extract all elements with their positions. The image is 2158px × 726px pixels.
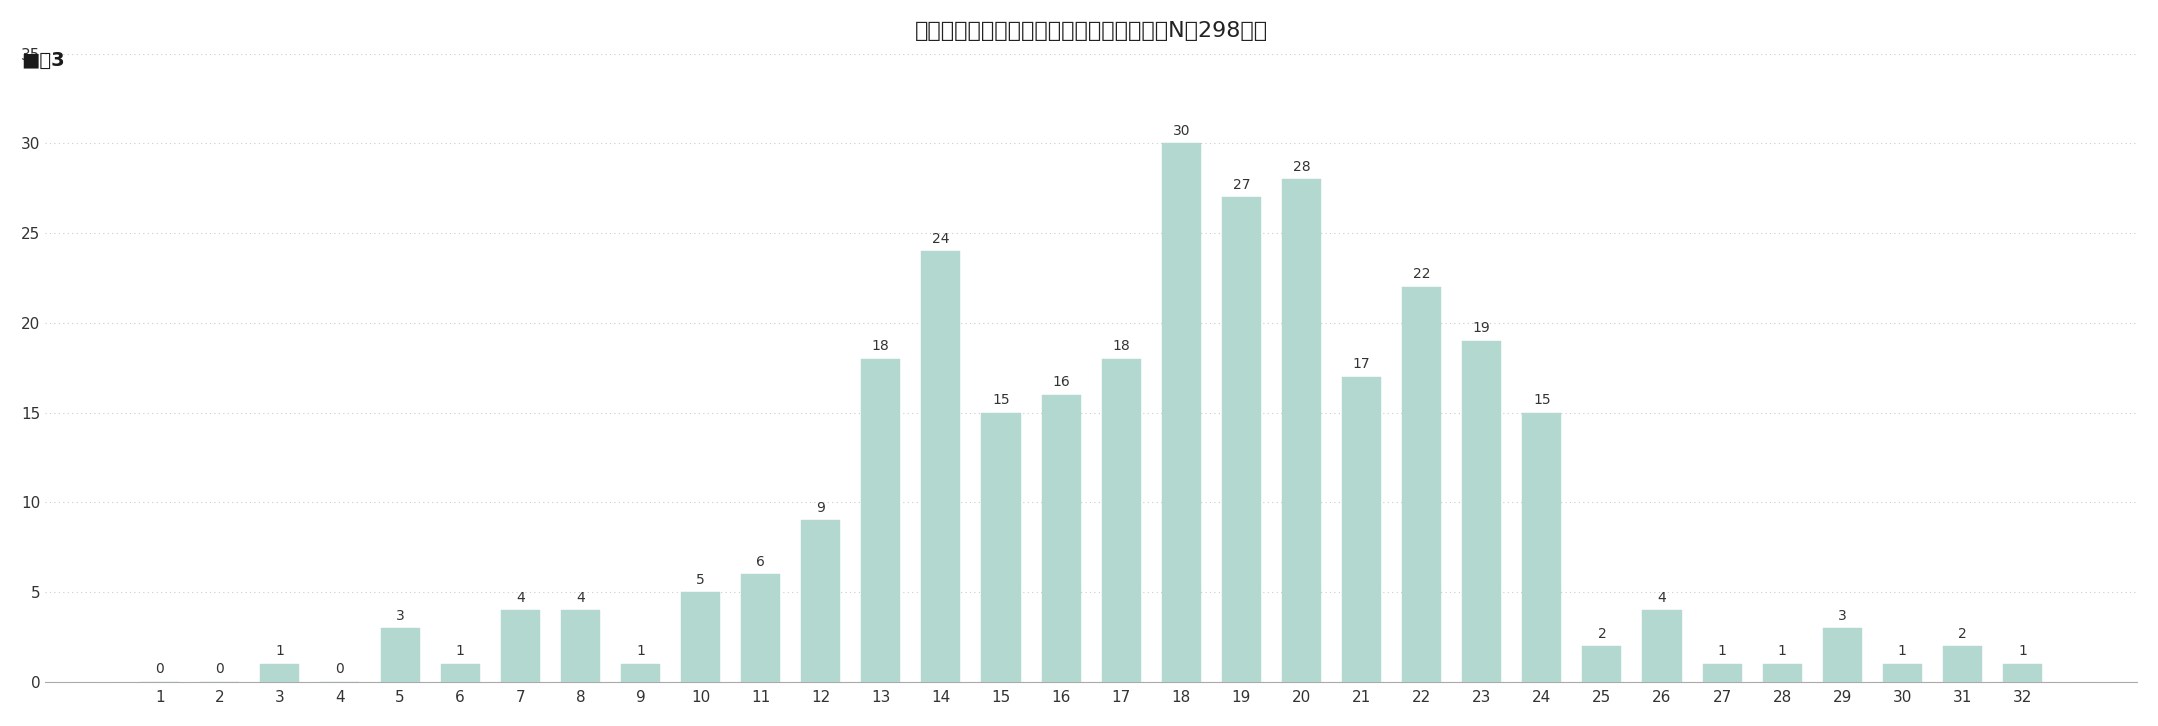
Text: 22: 22 (1413, 267, 1431, 282)
Bar (561, 610, 600, 682)
Bar (1942, 646, 1981, 682)
Bar (1101, 359, 1142, 682)
Bar (1824, 628, 1862, 682)
Text: 1: 1 (276, 645, 285, 658)
Text: 1: 1 (455, 645, 464, 658)
Bar (1221, 197, 1260, 682)
Text: 3: 3 (1839, 608, 1847, 623)
Text: 28: 28 (1293, 160, 1310, 174)
Text: 2: 2 (1597, 627, 1606, 640)
Bar (682, 592, 721, 682)
Bar (1403, 287, 1442, 682)
Text: 0: 0 (155, 662, 164, 677)
Text: 1: 1 (637, 645, 645, 658)
Bar (1582, 646, 1621, 682)
Bar (1342, 377, 1381, 682)
Text: 1: 1 (2018, 645, 2026, 658)
Text: 9: 9 (816, 501, 824, 515)
Text: 15: 15 (993, 393, 1010, 407)
Text: 2: 2 (1957, 627, 1966, 640)
Text: 0: 0 (337, 662, 345, 677)
Bar (261, 664, 300, 682)
Bar (1882, 664, 1923, 682)
Text: 30: 30 (1172, 124, 1189, 138)
Text: 18: 18 (1111, 339, 1131, 354)
Text: 1: 1 (1778, 645, 1787, 658)
Bar (861, 359, 900, 682)
Text: 18: 18 (872, 339, 889, 354)
Bar (501, 610, 540, 682)
Bar (1521, 412, 1562, 682)
Text: 24: 24 (932, 232, 950, 245)
Bar (1763, 664, 1802, 682)
Bar (380, 628, 419, 682)
Bar (1282, 179, 1321, 682)
Title: 平面化工事を実施した年別マンション数（N＝298件）: 平面化工事を実施した年別マンション数（N＝298件） (915, 21, 1267, 41)
Bar (921, 251, 960, 682)
Bar (2003, 664, 2041, 682)
Bar (1042, 395, 1081, 682)
Bar (440, 664, 479, 682)
Bar (1161, 143, 1200, 682)
Text: 16: 16 (1053, 375, 1070, 389)
Bar (622, 664, 660, 682)
Text: 0: 0 (216, 662, 224, 677)
Bar (1642, 610, 1681, 682)
Text: 27: 27 (1232, 178, 1249, 192)
Text: 17: 17 (1353, 357, 1370, 371)
Text: 1: 1 (1718, 645, 1726, 658)
Text: 4: 4 (576, 591, 585, 605)
Bar (740, 574, 781, 682)
Text: 1: 1 (1897, 645, 1908, 658)
Text: 15: 15 (1532, 393, 1552, 407)
Bar (1703, 664, 1742, 682)
Text: 4: 4 (516, 591, 524, 605)
Bar (982, 412, 1021, 682)
Bar (801, 521, 839, 682)
Bar (1463, 340, 1502, 682)
Text: 5: 5 (697, 573, 706, 587)
Text: ■図3: ■図3 (22, 51, 65, 70)
Text: 19: 19 (1474, 322, 1491, 335)
Text: 3: 3 (395, 608, 404, 623)
Text: 6: 6 (755, 555, 766, 568)
Text: 4: 4 (1657, 591, 1666, 605)
